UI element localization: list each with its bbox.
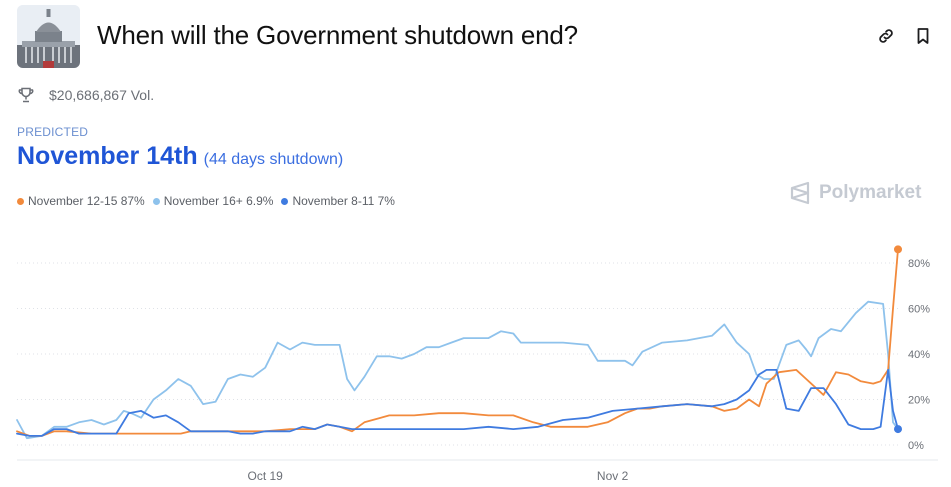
series-line-november-16-[interactable]: [16, 300, 899, 440]
legend-dot: [152, 197, 160, 205]
x-tick-label: Oct 19: [247, 469, 283, 483]
probability-chart: Oct 19 Nov 2 0% 20% 40% 60% 80%: [16, 245, 938, 483]
legend-dot: [281, 197, 289, 205]
y-tick-label: 0%: [908, 440, 924, 452]
legend-item-nov-16-plus[interactable]: November 16+ 6.9%: [152, 194, 274, 208]
y-tick-label: 40%: [908, 349, 930, 361]
legend-label: November 16+ 6.9%: [163, 194, 274, 208]
y-tick-label: 60%: [908, 304, 930, 316]
legend-item-nov-8-11[interactable]: November 8-11 7%: [281, 194, 395, 208]
x-axis-ticks: Oct 19 Nov 2: [247, 469, 628, 483]
predicted-outcome: November 14th (44 days shutdown): [17, 142, 343, 171]
volume-row: $20,686,867 Vol.: [17, 86, 154, 104]
chart-series: [16, 248, 899, 440]
chart-end-markers: [894, 245, 902, 434]
polymarket-logo-icon: [790, 181, 810, 205]
legend-label: November 8-11 7%: [292, 194, 395, 208]
predicted-label: PREDICTED: [17, 125, 89, 139]
link-icon[interactable]: [876, 26, 896, 46]
x-tick-label: Nov 2: [597, 469, 629, 483]
series-line-november-12-15[interactable]: [16, 248, 899, 437]
predicted-value: November 14th: [17, 142, 198, 170]
end-marker-november-12-15: [894, 245, 902, 254]
predicted-subtitle: (44 days shutdown): [203, 151, 344, 168]
chart-legend: November 12-15 87% November 16+ 6.9% Nov…: [17, 194, 395, 208]
brand-name: Polymarket: [819, 182, 922, 203]
market-thumbnail: [17, 5, 80, 68]
legend-label: November 12-15 87%: [28, 194, 145, 208]
y-tick-label: 80%: [908, 258, 930, 270]
series-line-november-8-11[interactable]: [16, 369, 899, 437]
chart-grid: [17, 262, 938, 461]
trophy-icon: [18, 87, 34, 103]
legend-dot: [17, 197, 24, 205]
end-marker-november-8-11: [894, 425, 902, 434]
market-title: When will the Government shutdown end?: [97, 20, 578, 50]
legend-item-nov-12-15[interactable]: November 12-15 87%: [17, 194, 145, 208]
y-tick-label: 20%: [908, 395, 930, 407]
y-axis-ticks: 0% 20% 40% 60% 80%: [908, 258, 930, 452]
volume-value: $20,686,867 Vol.: [49, 87, 155, 103]
bookmark-icon[interactable]: [913, 26, 933, 46]
polymarket-brand: Polymarket: [789, 181, 921, 205]
capitol-building-icon: [17, 5, 80, 68]
